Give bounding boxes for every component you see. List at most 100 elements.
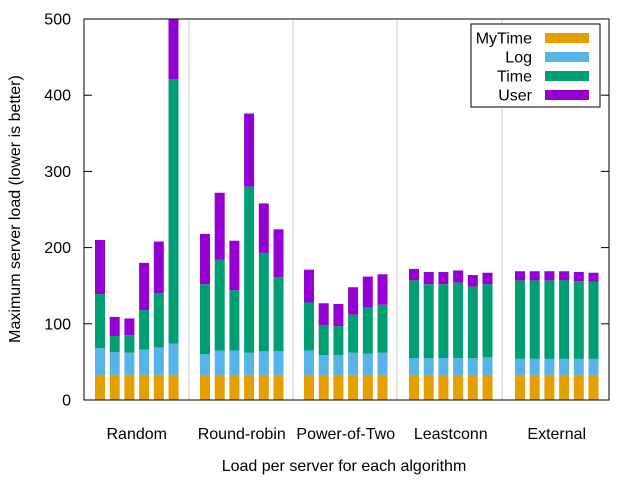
bar-segment-time-g4-b4 <box>453 282 464 359</box>
bar-segment-mytime-g2-b6 <box>273 374 284 400</box>
y-tick-label: 200 <box>44 240 71 257</box>
bar-segment-log-g3-b5 <box>362 353 373 375</box>
bar-segment-time-g4-b2 <box>423 284 434 359</box>
bar-segment-log-g4-b3 <box>438 358 449 375</box>
bar-segment-mytime-g3-b4 <box>348 374 359 400</box>
x-category-label: Leastconn <box>414 426 488 443</box>
bar-segment-user-g2-b2 <box>214 192 225 260</box>
bar-segment-user-g4-b2 <box>423 271 434 285</box>
bar-segment-log-g2-b5 <box>258 351 269 375</box>
bar-segment-mytime-g2-b1 <box>200 374 210 400</box>
bar-segment-log-g3-b6 <box>377 352 388 375</box>
bar-segment-time-g1-b6 <box>168 79 179 344</box>
x-axis-title: Load per server for each algorithm <box>222 458 467 475</box>
bar-segment-log-g3-b1 <box>304 350 314 375</box>
bar-segment-mytime-g5-b4 <box>559 374 570 400</box>
bar-segment-user-g1-b4 <box>139 262 150 311</box>
bar-segment-log-g5-b3 <box>544 358 555 375</box>
bar-segment-mytime-g1-b3 <box>124 374 135 400</box>
y-tick-label: 400 <box>44 88 71 105</box>
bar-segment-time-g1-b2 <box>109 335 120 352</box>
bar-segment-log-g4-b6 <box>482 357 493 375</box>
bar-segment-time-g3-b5 <box>362 307 373 354</box>
bar-segment-time-g2-b1 <box>200 284 210 355</box>
bar-segment-user-g5-b1 <box>515 271 525 281</box>
y-tick-label: 500 <box>44 12 71 29</box>
bar-segment-user-g4-b6 <box>482 272 493 285</box>
bar-segment-mytime-g4-b5 <box>467 374 478 400</box>
bar-segment-log-g5-b1 <box>515 358 525 375</box>
bar-segment-log-g3-b4 <box>348 352 359 375</box>
bar-segment-mytime-g5-b3 <box>544 374 555 400</box>
x-category-label: Power-of-Two <box>296 426 395 443</box>
bar-segment-time-g4-b5 <box>467 286 478 359</box>
bar-segment-time-g5-b6 <box>588 281 599 359</box>
bar-segment-user-g1-b6 <box>168 19 179 80</box>
bar-segment-log-g5-b5 <box>573 358 584 375</box>
bar-segment-time-g4-b1 <box>409 280 419 359</box>
bar-segment-log-g1-b5 <box>153 347 164 375</box>
bar-segment-mytime-g1-b2 <box>109 374 120 400</box>
legend-label-mytime: MyTime <box>476 31 532 48</box>
bar-segment-log-g1-b2 <box>109 351 120 375</box>
bar-segment-log-g5-b2 <box>529 358 540 375</box>
legend-label-time: Time <box>497 69 532 86</box>
bar-segment-log-g1-b3 <box>124 352 135 375</box>
bar-segment-time-g5-b5 <box>573 281 584 359</box>
bar-segment-time-g5-b4 <box>559 280 570 359</box>
ticks-layer: 0 100 200 300 400 500 Random Round-robin Power-o… <box>44 12 609 443</box>
bar-segment-user-g4-b1 <box>409 268 419 281</box>
y-axis-title: Maximum server load (lower is better) <box>7 75 24 343</box>
bar-segment-mytime-g2-b3 <box>229 374 240 400</box>
bar-segment-time-g4-b3 <box>438 284 449 359</box>
bar-segment-time-g3-b4 <box>348 314 359 353</box>
bar-segment-log-g2-b1 <box>200 354 210 375</box>
bar-segment-user-g1-b1 <box>95 239 105 295</box>
bar-segment-log-g2-b2 <box>214 350 225 375</box>
bar-segment-log-g2-b6 <box>273 351 284 375</box>
bar-segment-time-g2-b3 <box>229 290 240 351</box>
bar-segment-user-g1-b5 <box>153 241 164 294</box>
bar-segment-time-g3-b3 <box>333 326 344 356</box>
x-category-label: Round-robin <box>198 426 286 443</box>
bar-segment-user-g1-b3 <box>124 318 135 336</box>
bar-segment-user-g5-b4 <box>559 271 570 281</box>
y-tick-label: 0 <box>62 393 71 410</box>
bar-segment-log-g5-b6 <box>588 358 599 375</box>
bar-segment-time-g1-b5 <box>153 293 164 348</box>
bar-segment-log-g4-b5 <box>467 358 478 375</box>
bar-segment-mytime-g5-b1 <box>515 374 525 400</box>
bar-segment-mytime-g4-b4 <box>453 374 464 400</box>
bar-segment-mytime-g1-b5 <box>153 374 164 400</box>
bar-segment-time-g1-b1 <box>95 294 105 349</box>
bar-segment-mytime-g4-b2 <box>423 374 434 400</box>
bar-segment-user-g3-b6 <box>377 274 388 305</box>
bar-segment-user-g2-b1 <box>200 233 210 285</box>
bar-segment-time-g2-b4 <box>244 186 255 353</box>
bar-segment-mytime-g4-b1 <box>409 374 419 400</box>
bar-segment-mytime-g2-b2 <box>214 374 225 400</box>
bar-segment-time-g2-b5 <box>258 252 269 352</box>
bar-segment-log-g1-b1 <box>95 348 105 375</box>
x-category-label: Random <box>107 426 167 443</box>
bar-segment-user-g5-b3 <box>544 271 555 281</box>
bar-segment-log-g4-b2 <box>423 358 434 375</box>
legend-label-user: User <box>498 88 532 105</box>
legend-swatch-time <box>545 71 589 81</box>
bar-segment-user-g5-b2 <box>529 271 540 281</box>
bar-segment-log-g2-b3 <box>229 350 240 375</box>
bars-layer <box>95 19 599 400</box>
bar-segment-mytime-g3-b3 <box>333 374 344 400</box>
y-tick-label: 100 <box>44 316 71 333</box>
legend-swatch-mytime <box>545 33 589 43</box>
bar-segment-log-g1-b4 <box>139 349 150 375</box>
bar-segment-time-g5-b1 <box>515 280 525 359</box>
bar-segment-user-g1-b2 <box>109 316 120 336</box>
bar-segment-user-g5-b6 <box>588 272 599 282</box>
bar-segment-mytime-g3-b2 <box>318 374 329 400</box>
bar-segment-user-g3-b1 <box>304 269 314 303</box>
bar-segment-time-g5-b3 <box>544 280 555 359</box>
bar-segment-mytime-g1-b6 <box>168 374 179 400</box>
x-category-label: External <box>527 426 586 443</box>
y-tick-label: 300 <box>44 164 71 181</box>
